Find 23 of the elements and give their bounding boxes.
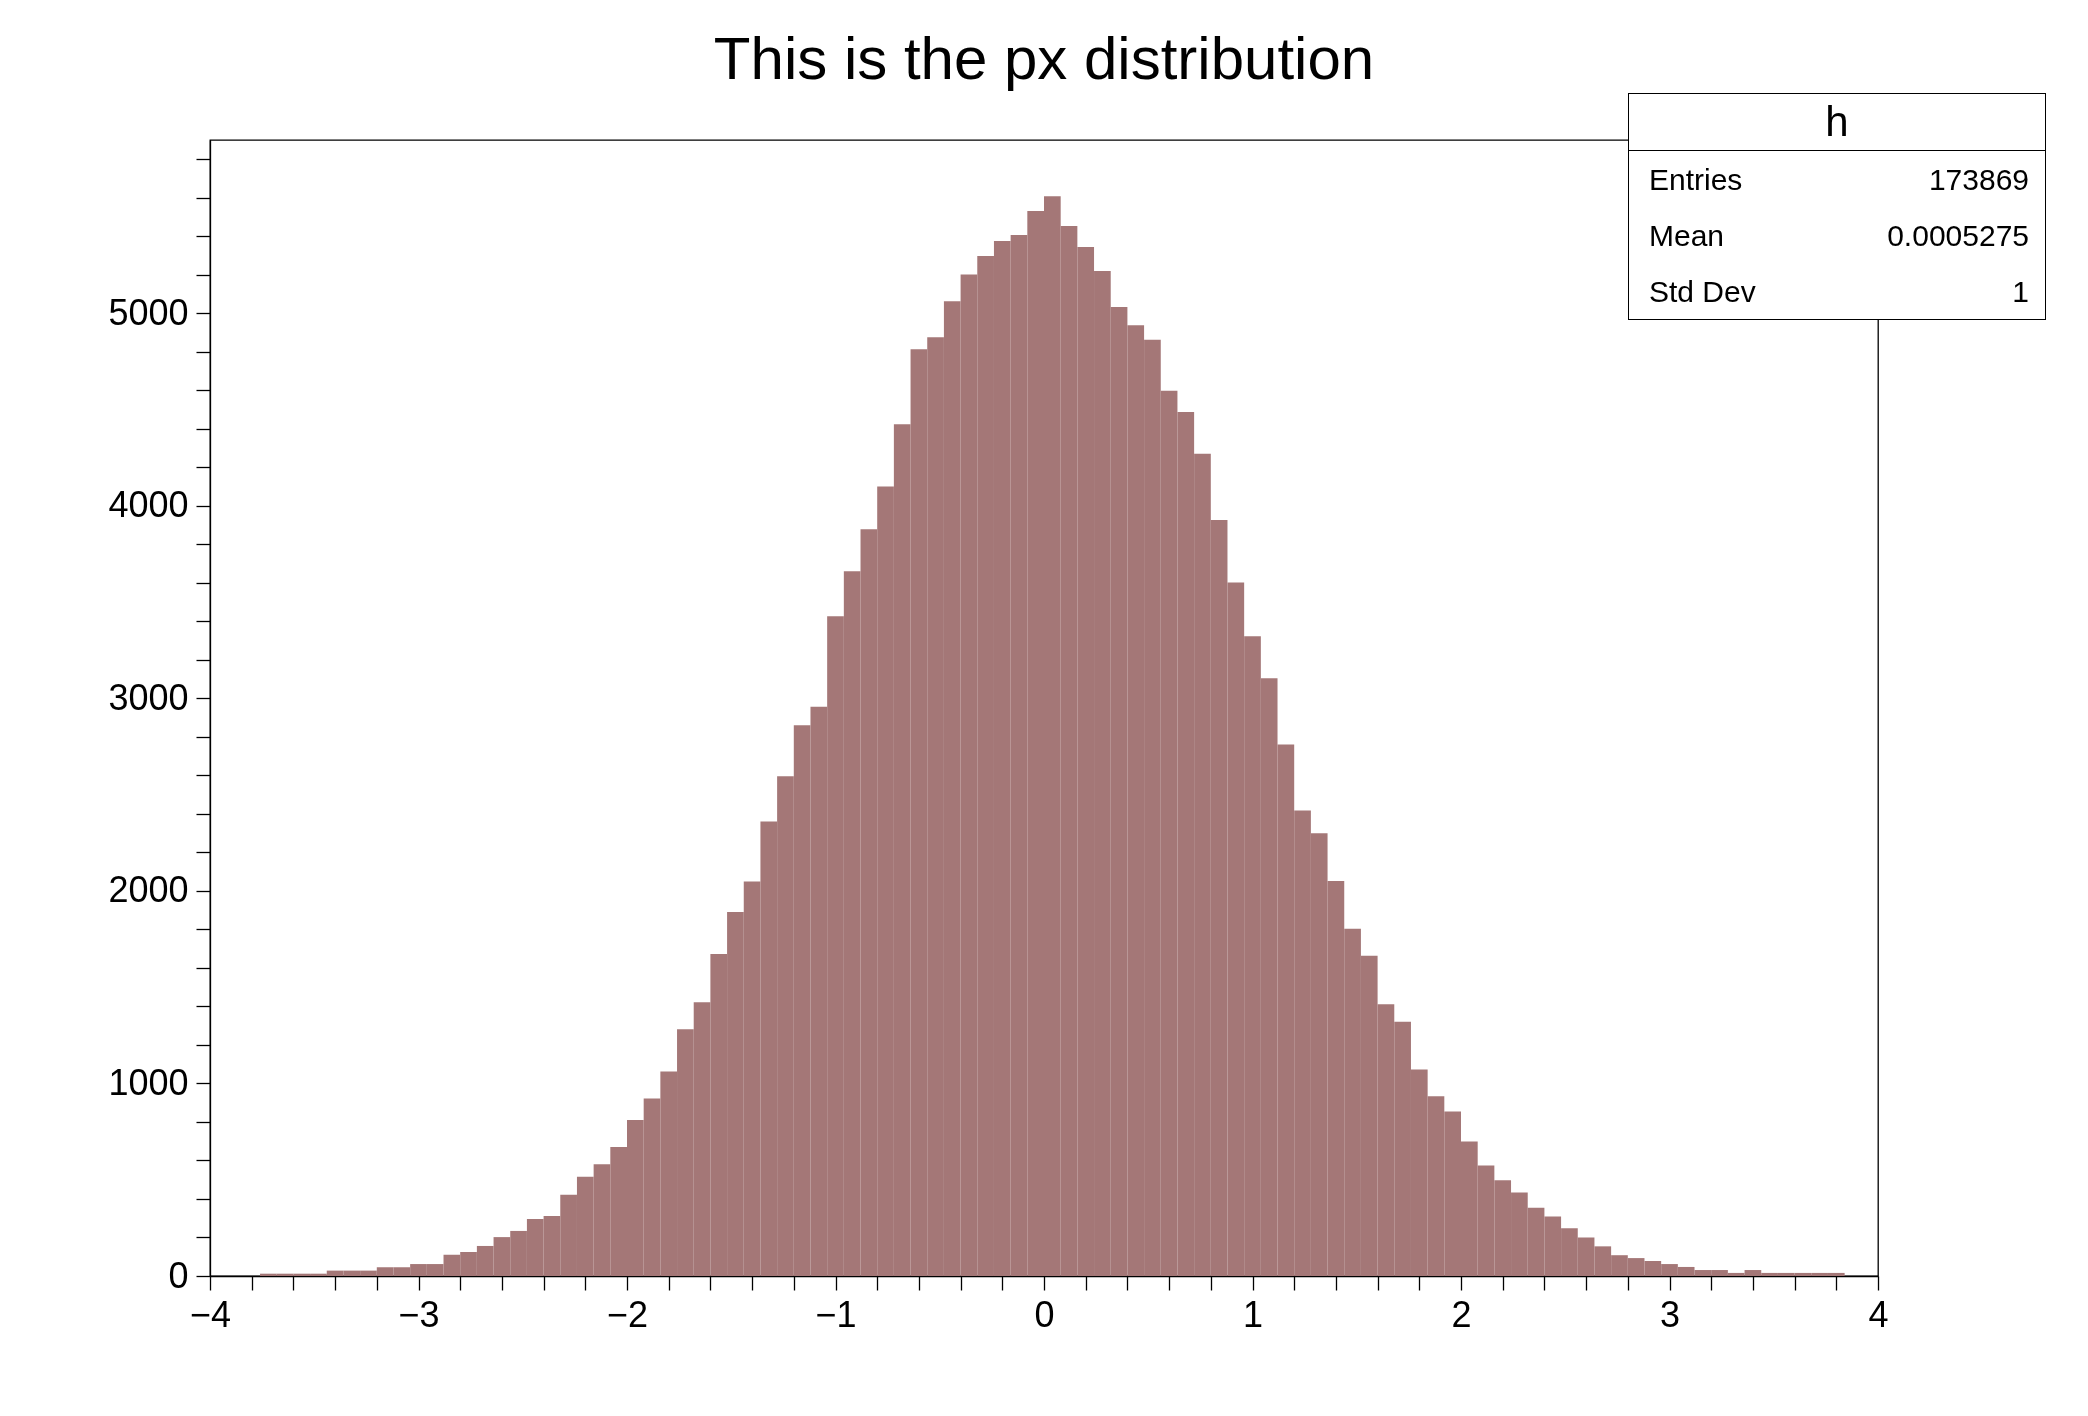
annotation: h [1629, 94, 2045, 151]
x-tick-label: 2 [1451, 1293, 1472, 1335]
text: 173869 [1928, 162, 2029, 198]
y-tick-label: 1000 [108, 1061, 189, 1103]
y-tick-label: 0 [168, 1254, 189, 1296]
text: 1 [2012, 274, 2029, 310]
chart-title: This is the px distribution [713, 25, 1375, 92]
x-tick-label: −3 [398, 1293, 440, 1335]
x-tick-label: −1 [815, 1293, 857, 1335]
x-tick-label: −2 [606, 1293, 649, 1335]
x-tick-label: 0 [1034, 1293, 1055, 1335]
y-tick-label: 3000 [108, 676, 189, 718]
x-tick-label: 3 [1659, 1293, 1681, 1335]
x-tick-label: 4 [1868, 1293, 1889, 1335]
y-tick-label: 4000 [108, 484, 189, 526]
y-tick-label: 5000 [108, 291, 189, 333]
annotation: Entries [1649, 162, 1743, 198]
y-tick-label: 2000 [108, 869, 189, 911]
x-tick-label: −4 [189, 1293, 232, 1335]
x-tick-label: 1 [1242, 1293, 1264, 1335]
annotation: Std Dev [1649, 274, 1756, 310]
annotation: Mean [1649, 218, 1725, 254]
text: 0.0005275 [1887, 218, 2029, 254]
